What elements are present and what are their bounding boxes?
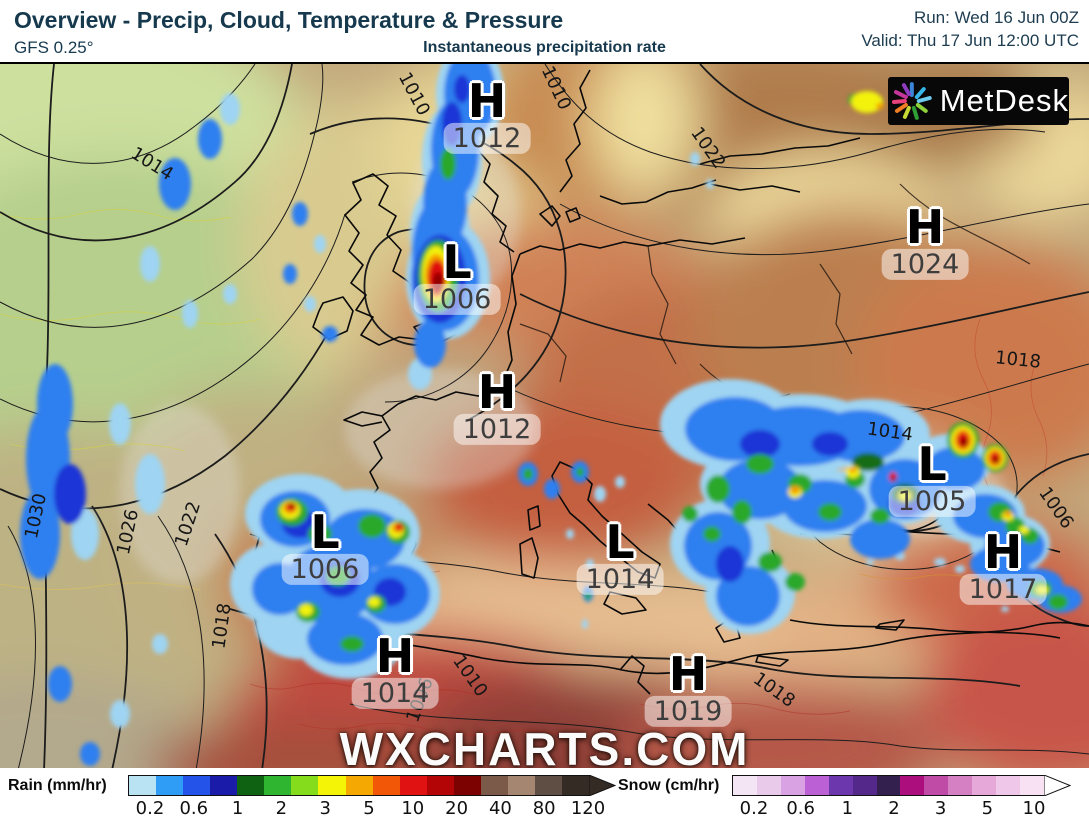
- legend-color-segment: [156, 776, 184, 795]
- legend-color-segment: [756, 776, 781, 795]
- legend-color-segment: [562, 776, 590, 795]
- snow-scale-arrow: [1044, 775, 1071, 796]
- legend-color-segment: [291, 776, 319, 795]
- legend-color-segment: [183, 776, 211, 795]
- legend-tick-label: 2: [275, 798, 288, 819]
- legend-tick-label: 5: [981, 798, 994, 819]
- parameter-subtitle: Instantaneous precipitation rate: [423, 39, 666, 56]
- legend-tick-label: 20: [445, 798, 469, 819]
- legend-tick-label: 80: [532, 798, 556, 819]
- legend-color-segment: [733, 776, 757, 795]
- legend-tick-label: 40: [488, 798, 512, 819]
- legend-tick-label: 0.2: [739, 798, 769, 819]
- legend-color-segment: [828, 776, 853, 795]
- metdesk-logo-text: MetDesk: [939, 83, 1069, 118]
- legend-color-segment: [924, 776, 949, 795]
- valid-time: Valid: Thu 17 Jun 12:00 UTC: [861, 31, 1079, 50]
- legend-color-segment: [780, 776, 805, 795]
- metdesk-logo: MetDesk: [888, 77, 1069, 125]
- legend-color-segment: [804, 776, 829, 795]
- rain-color-scale: [128, 775, 590, 796]
- legend-color-segment: [399, 776, 427, 795]
- legend-tick-label: 0.6: [786, 798, 815, 819]
- legend-color-segment: [900, 776, 925, 795]
- legend-tick-label: 5: [363, 798, 375, 819]
- legend-color-segment: [948, 776, 973, 795]
- metdesk-starburst-icon: [891, 82, 932, 120]
- legend-color-segment: [876, 776, 901, 795]
- run-valid-info: Run: Wed 16 Jun 00Z Valid: Thu 17 Jun 12…: [861, 6, 1079, 52]
- legend-color-segment: [129, 776, 157, 795]
- legend-color-segment: [372, 776, 400, 795]
- map-graphic: [0, 64, 1089, 770]
- legend-color-segment: [534, 776, 562, 795]
- legend-color-segment: [972, 776, 997, 795]
- legend-color-segment: [318, 776, 346, 795]
- wxcharts-watermark: WXCHARTS.COM: [339, 723, 750, 775]
- run-time: Run: Wed 16 Jun 00Z: [913, 8, 1079, 27]
- legend-color-segment: [453, 776, 481, 795]
- legend-tick-label: 10: [1022, 798, 1046, 819]
- legend-color-segment: [210, 776, 238, 795]
- legend-color-segment: [345, 776, 373, 795]
- legend-tick-label: 120: [570, 798, 606, 819]
- snow-color-scale: [732, 775, 1045, 796]
- legend-tick-label: 1: [231, 798, 244, 819]
- legend-color-segment: [852, 776, 877, 795]
- legend-color-segment: [237, 776, 265, 795]
- legend-tick-label: 1: [841, 798, 854, 819]
- page-title: Overview - Precip, Cloud, Temperature & …: [14, 7, 564, 33]
- legend-color-segment: [996, 776, 1021, 795]
- rain-legend-label: Rain (mm/hr): [8, 777, 107, 794]
- legend-tick-label: 10: [401, 798, 425, 819]
- legend-tick-label: 3: [934, 798, 947, 819]
- legend-color-segment: [1020, 776, 1044, 795]
- weather-map: 1014 1010 1010 1022 1030 1026 1022 1018 1018 1014…: [0, 62, 1089, 775]
- snow-legend-label: Snow (cm/hr): [618, 777, 720, 794]
- legend-tick-label: 3: [319, 798, 331, 819]
- legend-color-segment: [426, 776, 454, 795]
- legend-tick-label: 0.6: [179, 798, 209, 819]
- model-label: GFS 0.25°: [14, 38, 94, 57]
- legend-color-segment: [507, 776, 535, 795]
- rain-scale-ticks: 0.2 0.6 1 2 3 5 10 20 40 80 120: [136, 798, 606, 820]
- legend-tick-label: 0.2: [135, 798, 165, 819]
- legend-bar: Rain (mm/hr) 0.2 0.6 1 2 3 5 10 20 40 80 120 Snow …: [0, 768, 1089, 835]
- snow-scale-ticks: 0.2 0.6 1 2 3 5 10: [740, 798, 1046, 820]
- legend-tick-label: 2: [888, 798, 900, 819]
- rain-scale-arrow: [589, 775, 616, 796]
- legend-color-segment: [480, 776, 508, 795]
- legend-color-segment: [264, 776, 292, 795]
